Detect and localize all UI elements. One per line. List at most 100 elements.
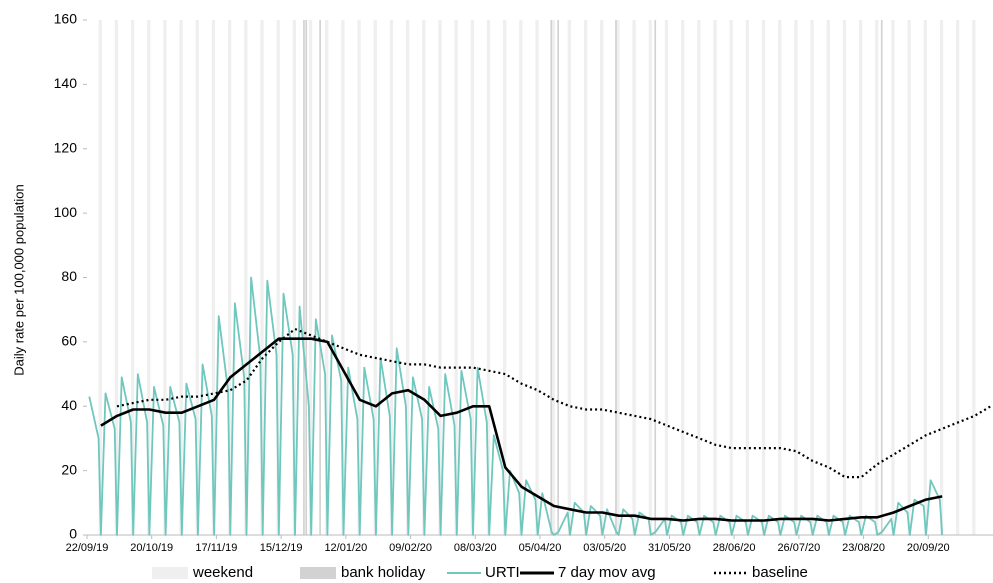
y-tick-label: 40: [61, 397, 77, 413]
day-band: [98, 20, 102, 535]
day-band: [325, 20, 329, 535]
day-band: [292, 20, 297, 535]
day-band: [438, 20, 442, 535]
series-line: [116, 327, 992, 479]
day-band: [875, 20, 879, 535]
x-tick-label: 31/05/20: [648, 542, 691, 554]
day-band: [600, 20, 604, 535]
y-tick-label: 160: [54, 11, 78, 27]
y-tick-label: 100: [54, 204, 78, 220]
day-band: [470, 20, 474, 535]
day-band: [794, 20, 798, 535]
day-band: [880, 20, 883, 535]
x-tick-label: 28/06/20: [713, 542, 756, 554]
legend-swatch: [152, 567, 188, 579]
day-band: [503, 20, 507, 535]
day-band: [761, 20, 766, 535]
day-band: [227, 20, 232, 535]
day-band: [583, 20, 588, 535]
day-band: [535, 20, 539, 535]
day-band: [147, 20, 151, 535]
day-band: [405, 20, 410, 535]
legend: weekend bank holiday URTI 7 day mov avg base…: [152, 564, 808, 581]
day-band: [195, 20, 199, 535]
legend-label: weekend: [192, 564, 253, 581]
day-band: [389, 20, 394, 535]
day-band: [179, 20, 183, 535]
day-band: [713, 20, 717, 535]
x-tick-label: 08/03/20: [454, 542, 497, 554]
day-band: [939, 20, 944, 535]
legend-label: URTI: [485, 564, 520, 581]
line-layer: [88, 276, 992, 536]
day-band: [163, 20, 167, 535]
day-band: [810, 20, 814, 535]
day-band: [907, 20, 911, 535]
bar-layer: [98, 20, 976, 535]
x-tick-label: 17/11/19: [195, 542, 237, 554]
day-band: [557, 20, 559, 535]
day-band: [260, 20, 264, 535]
day-band: [373, 20, 377, 535]
day-band: [956, 20, 960, 535]
legend-swatch: [300, 567, 336, 579]
day-band: [567, 20, 572, 535]
day-band: [308, 20, 313, 535]
x-tick-label: 26/07/20: [777, 542, 820, 554]
x-tick-label: 12/01/20: [324, 542, 367, 554]
day-band: [616, 20, 620, 535]
day-band: [697, 20, 701, 535]
day-band: [114, 20, 119, 535]
y-tick-label: 0: [69, 526, 77, 542]
axes-layer: 0 20 40 60 80 100 120 140 160 22/09/19 20/10/19 17/…: [54, 11, 993, 554]
x-tick-label: 03/05/20: [583, 542, 626, 554]
series-line: [88, 276, 944, 536]
day-band: [357, 20, 361, 535]
day-band: [891, 20, 895, 535]
day-band: [615, 20, 617, 535]
y-tick-label: 120: [54, 139, 78, 155]
day-band: [778, 20, 782, 535]
y-tick-label: 20: [61, 461, 77, 477]
y-tick-label: 80: [61, 268, 77, 284]
x-tick-label: 22/09/19: [66, 542, 109, 554]
legend-label: bank holiday: [341, 564, 426, 581]
day-band: [654, 20, 657, 535]
day-band: [305, 20, 308, 535]
day-band: [680, 20, 685, 535]
day-band: [729, 20, 733, 535]
day-band: [745, 20, 750, 535]
day-band: [276, 20, 280, 535]
day-band: [842, 20, 847, 535]
x-tick-label: 23/08/20: [842, 542, 885, 554]
y-tick-label: 140: [54, 75, 78, 91]
series-line: [100, 337, 943, 522]
y-tick-label: 60: [61, 333, 77, 349]
legend-label: 7 day mov avg: [558, 564, 656, 581]
x-tick-label: 20/09/20: [907, 542, 950, 554]
day-band: [486, 20, 491, 535]
day-band: [341, 20, 345, 535]
day-band: [319, 20, 321, 535]
day-band: [664, 20, 669, 535]
day-band: [211, 20, 216, 535]
x-tick-label: 15/12/19: [260, 542, 303, 554]
day-band: [826, 20, 830, 535]
x-tick-label: 09/02/20: [389, 542, 432, 554]
day-band: [550, 20, 553, 535]
day-band: [454, 20, 458, 535]
day-band: [551, 20, 555, 535]
day-band: [632, 20, 636, 535]
x-tick-label: 05/04/20: [519, 542, 562, 554]
day-band: [303, 20, 305, 535]
x-tick-label: 20/10/19: [130, 542, 173, 554]
day-band: [858, 20, 863, 535]
y-axis-label: Daily rate per 100,000 population: [11, 184, 26, 376]
day-band: [923, 20, 927, 535]
legend-label: baseline: [752, 564, 808, 581]
day-band: [422, 20, 426, 535]
day-band: [519, 20, 523, 535]
day-band: [130, 20, 135, 535]
day-band: [244, 20, 248, 535]
